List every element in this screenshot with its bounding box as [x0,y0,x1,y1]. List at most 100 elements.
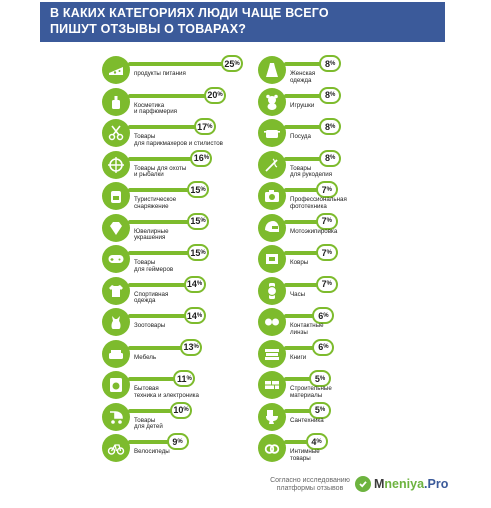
value-unit: % [200,218,206,224]
lens-icon [258,308,286,336]
mneniya-logo: Mneniya.Pro [355,476,448,492]
value-number: 14 [186,279,197,289]
value-number: 20 [207,90,218,100]
value-number: 15 [190,216,201,226]
value-badge: 8% [319,149,342,167]
value-unit: % [200,186,206,193]
category-row: 4% Интимные товары [258,433,408,463]
category-row: 15% Туристическое снаряжение [102,181,252,211]
helmet-icon [258,213,286,242]
value-badge: 5% [309,370,331,387]
books-icon [258,339,286,368]
value-unit: % [326,218,332,224]
title-banner [40,2,445,42]
value-badge: 7% [315,181,338,198]
value-badge: 14% [183,307,206,324]
backpack-icon [102,182,130,210]
value-badge: 15% [187,212,209,230]
category-row: 14% Спортивная одежда [102,275,252,306]
category-row: 20% Косметика и парфюмерия [102,86,252,117]
value-badge: 5% [309,401,331,419]
value-number: 5 [314,373,320,384]
value-badge: 6% [312,307,335,324]
value-badge: 8% [319,118,342,135]
value-unit: % [330,60,336,67]
category-label: Ковры [290,259,309,266]
value-unit: % [323,344,329,350]
perfume-icon [102,87,130,116]
value-badge: 15% [187,244,209,261]
value-unit: % [217,92,223,98]
value-number: 7 [321,279,327,289]
category-label: Профессиональная фототехника [290,196,347,210]
value-unit: % [196,312,203,319]
value-number: 15 [190,184,201,195]
category-row: 7% Ковры [258,244,408,274]
value-bar [128,377,176,381]
value-unit: % [234,60,240,67]
category-label: Часы [290,290,306,298]
value-number: 17 [197,121,208,132]
value-bar [284,377,311,381]
category-label: Товары для детей [134,416,163,431]
value-unit: % [330,92,336,98]
value-number: 8 [325,90,331,100]
category-label: Бытовая техника и электроника [134,385,199,399]
value-bar [128,156,193,161]
category-label: Сантехника [290,416,324,424]
value-badge: 8% [319,86,342,104]
value-number: 6 [318,342,324,352]
category-label: Зоотовары [134,322,166,329]
value-bar [128,408,172,413]
value-bar [128,188,189,192]
category-label: Туристическое снаряжение [134,196,177,210]
dress-icon [258,56,286,84]
value-number: 14 [186,310,197,321]
value-badge: 4% [305,433,328,450]
value-bar [284,408,311,413]
value-badge: 9% [166,433,189,450]
category-row: 6% Книги [258,338,408,369]
value-unit: % [207,123,213,130]
category-row: 10% Товары для детей [102,401,252,432]
category-label: Мотоэкипировка [290,227,338,235]
category-row: 9% Велосипеды [102,433,252,463]
value-number: 5 [314,405,320,415]
value-bar [128,440,169,444]
value-unit: % [177,438,183,445]
cat-icon [102,308,130,336]
value-number: 9 [172,436,178,447]
cheese-icon [102,56,130,84]
value-bar [284,251,318,255]
value-badge: 25% [221,55,243,72]
category-label: продукты питания [134,70,186,77]
category-row: 17% Товары для парикмахеров и стилистов [102,118,252,148]
rings-icon [258,434,286,462]
value-badge: 7% [315,212,338,230]
pot-icon [258,119,286,147]
value-badge: 7% [315,244,338,261]
category-row: 11% Бытовая техника и электроника [102,370,252,400]
category-row: 25% продукты питания [102,55,252,85]
value-unit: % [330,123,336,130]
category-label: Товары для парикмахеров и стилистов [134,133,223,147]
value-bar [284,219,318,224]
category-label: Игрушки [290,101,315,109]
value-badge: 16% [190,149,213,167]
value-badge: 6% [312,338,335,356]
category-label: Спортивная одежда [134,290,169,305]
category-label: Контактные линзы [290,322,324,336]
category-label: Велосипеды [134,448,170,455]
category-label: Посуда [290,133,311,140]
value-badge: 13% [180,338,203,356]
title-line-1: В КАКИХ КАТЕГОРИЯХ ЛЮДИ ЧАЩЕ ВСЕГО [50,6,329,20]
diamond-icon [102,213,130,242]
value-badge: 8% [319,55,342,72]
value-number: 8 [325,58,331,69]
category-row: 7% Мотоэкипировка [258,212,408,243]
value-bar [128,282,186,287]
value-bar [284,188,318,192]
category-label: Книги [290,353,307,361]
scissors-icon [102,119,130,147]
tshirt-icon [102,276,130,305]
